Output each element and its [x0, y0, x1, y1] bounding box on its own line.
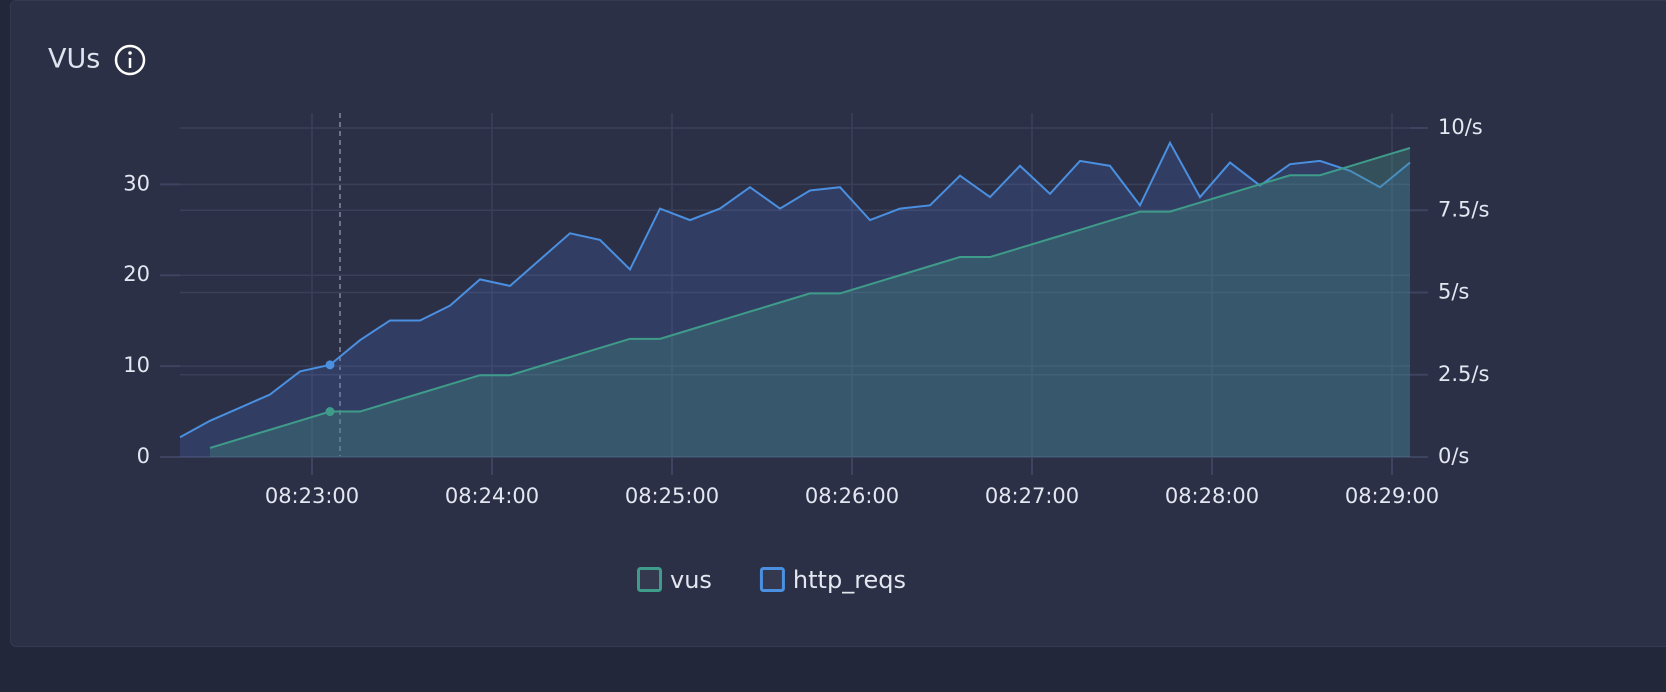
y2-tick-label: 7.5/s — [1438, 197, 1489, 221]
info-icon[interactable] — [114, 44, 146, 76]
x-tick-label: 08:25:00 — [625, 484, 719, 508]
y-tick-label: 0 — [137, 444, 150, 468]
line — [179, 140, 1411, 439]
hover-point — [325, 407, 335, 417]
x-tick-label: 08:26:00 — [805, 484, 899, 508]
y2-tick-label: 0/s — [1438, 444, 1469, 468]
legend-swatch — [759, 567, 785, 592]
y-tick-label: 10 — [123, 353, 150, 377]
legend-item[interactable]: vus — [637, 566, 712, 594]
area — [180, 142, 1410, 457]
x-tick-label: 08:23:00 — [265, 484, 359, 508]
y2-tick-label: 10/s — [1438, 115, 1483, 139]
hover-point — [325, 360, 335, 370]
legend-label: vus — [670, 566, 712, 594]
x-tick-label: 08:28:00 — [1165, 484, 1259, 508]
y2-tick-label: 2.5/s — [1438, 362, 1489, 386]
chart-title: VUs — [48, 44, 100, 75]
line — [209, 147, 1411, 449]
panel — [10, 0, 1666, 647]
legend-label: http_reqs — [793, 566, 906, 594]
area — [210, 147, 1410, 457]
x-tick-label: 08:29:00 — [1345, 484, 1439, 508]
y2-tick-label: 5/s — [1438, 280, 1469, 304]
y-tick-label: 20 — [123, 262, 150, 286]
legend-swatch — [637, 567, 662, 592]
legend-item[interactable]: http_reqs — [759, 566, 906, 594]
x-tick-label: 08:27:00 — [985, 484, 1079, 508]
x-tick-label: 08:24:00 — [445, 484, 539, 508]
legend: vus http_reqs — [637, 566, 906, 594]
y-tick-label: 30 — [123, 171, 150, 195]
